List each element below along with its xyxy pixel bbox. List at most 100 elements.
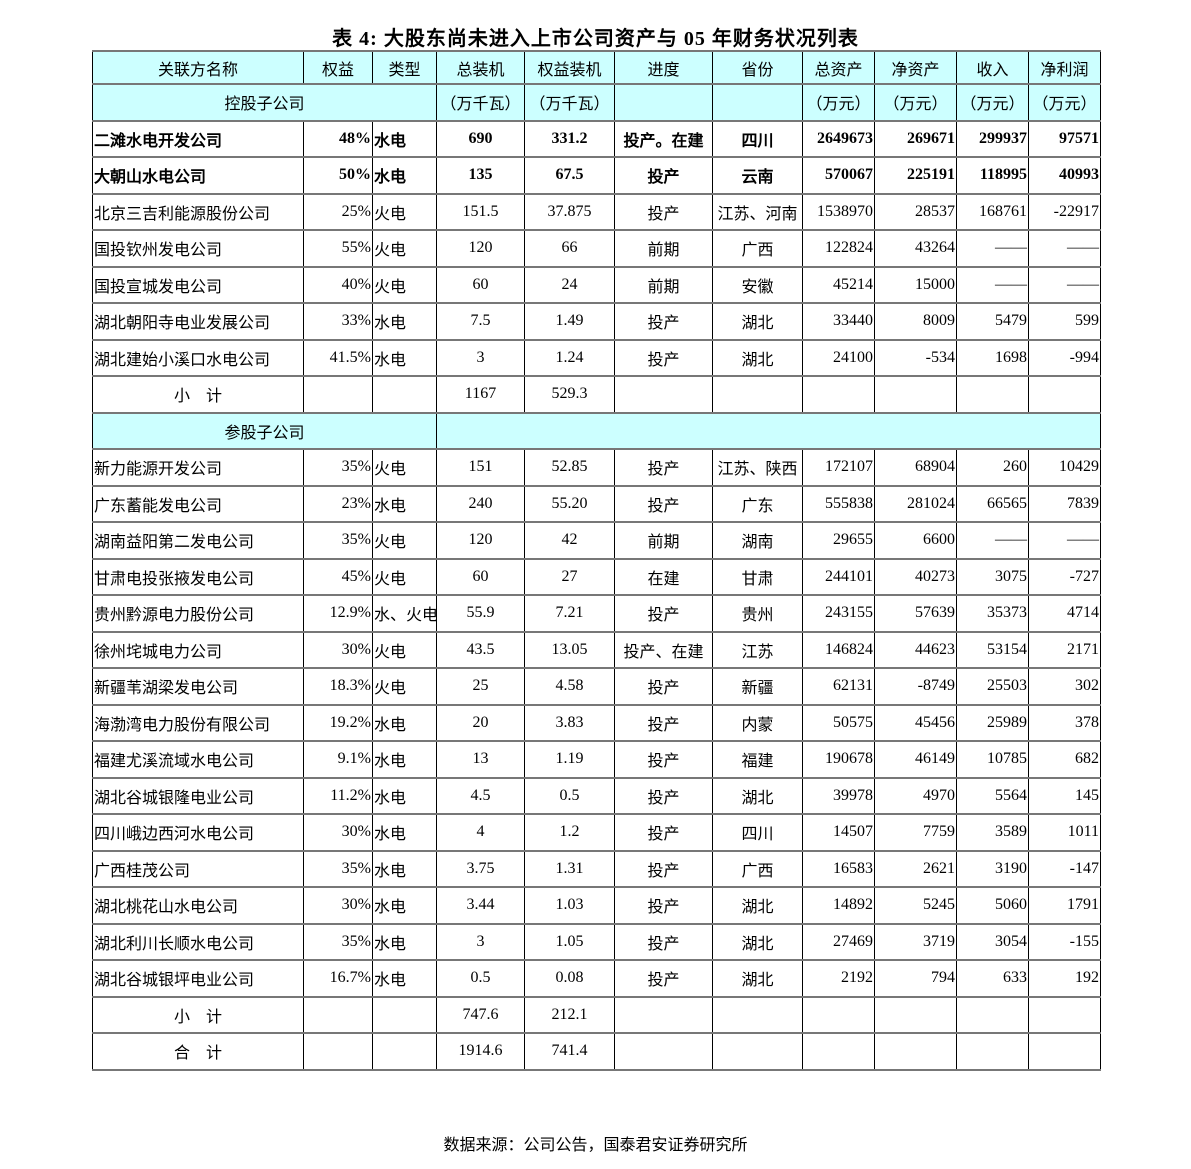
subtotal-row-equity-capacity: 529.3 bbox=[524, 375, 615, 414]
cell-type: 水电 bbox=[372, 156, 437, 195]
empty-cell bbox=[1028, 1032, 1101, 1071]
cell-revenue: 3190 bbox=[956, 849, 1029, 888]
cell-capacity: 240 bbox=[436, 484, 525, 523]
table-row: 贵州黔源电力股份公司 12.9% 水、火电 55.9 7.21 投产 贵州 243155 576… bbox=[92, 594, 1101, 633]
cell-revenue: 25989 bbox=[956, 703, 1029, 742]
cell-equity: 30% bbox=[303, 813, 373, 852]
header-type: 类型 bbox=[372, 50, 437, 85]
cell-net-assets: 5245 bbox=[874, 886, 957, 925]
cell-province: 湖北 bbox=[712, 302, 803, 341]
cell-capacity: 151.5 bbox=[436, 192, 525, 231]
cell-progress: 投产 bbox=[614, 776, 713, 815]
cell-equity-capacity: 1.2 bbox=[524, 813, 615, 852]
cell-net-profit: 192 bbox=[1028, 959, 1101, 998]
cell-net-profit: —— bbox=[1028, 521, 1101, 560]
total-row-label: 合 计 bbox=[92, 1032, 304, 1071]
header-capacity: 总装机 bbox=[436, 50, 525, 85]
cell-net-profit: 7839 bbox=[1028, 484, 1101, 523]
cell-revenue: 5479 bbox=[956, 302, 1029, 341]
empty-cell bbox=[372, 995, 437, 1034]
cell-progress: 投产 bbox=[614, 156, 713, 195]
cell-total-assets: 244101 bbox=[802, 557, 875, 596]
empty-cell bbox=[303, 375, 373, 414]
cell-equity-capacity: 55.20 bbox=[524, 484, 615, 523]
table-row: 湖南益阳第二发电公司 35% 火电 120 42 前期 湖南 29655 6600 —— —— bbox=[92, 521, 1101, 560]
cell-equity-capacity: 1.49 bbox=[524, 302, 615, 341]
cell-type: 火电 bbox=[372, 265, 437, 304]
cell-revenue: —— bbox=[956, 229, 1029, 268]
cell-progress: 投产 bbox=[614, 302, 713, 341]
cell-capacity: 25 bbox=[436, 667, 525, 706]
cell-revenue: 299937 bbox=[956, 119, 1029, 158]
cell-net-assets: 225191 bbox=[874, 156, 957, 195]
cell-equity-capacity: 52.85 bbox=[524, 448, 615, 487]
cell-name: 大朝山水电公司 bbox=[92, 156, 304, 195]
cell-total-assets: 45214 bbox=[802, 265, 875, 304]
cell-revenue: 35373 bbox=[956, 594, 1029, 633]
cell-province: 云南 bbox=[712, 156, 803, 195]
cell-capacity: 4 bbox=[436, 813, 525, 852]
cell-revenue: 5564 bbox=[956, 776, 1029, 815]
cell-type: 水电 bbox=[372, 959, 437, 998]
cell-equity: 12.9% bbox=[303, 594, 373, 633]
cell-name: 湖北桃花山水电公司 bbox=[92, 886, 304, 925]
cell-equity-capacity: 24 bbox=[524, 265, 615, 304]
empty-cell bbox=[303, 1032, 373, 1071]
table-row: 北京三吉利能源股份公司 25% 火电 151.5 37.875 投产 江苏、河南 153897… bbox=[92, 192, 1101, 231]
cell-province: 湖南 bbox=[712, 521, 803, 560]
cell-equity: 48% bbox=[303, 119, 373, 158]
total-row-equity-capacity: 741.4 bbox=[524, 1032, 615, 1071]
cell-revenue: 5060 bbox=[956, 886, 1029, 925]
cell-name: 北京三吉利能源股份公司 bbox=[92, 192, 304, 231]
cell-net-profit: 378 bbox=[1028, 703, 1101, 742]
cell-net-assets: 57639 bbox=[874, 594, 957, 633]
cell-name: 国投钦州发电公司 bbox=[92, 229, 304, 268]
cell-total-assets: 122824 bbox=[802, 229, 875, 268]
cell-progress: 投产、在建 bbox=[614, 630, 713, 669]
cell-equity-capacity: 1.05 bbox=[524, 922, 615, 961]
cell-total-assets: 27469 bbox=[802, 922, 875, 961]
cell-net-profit: -727 bbox=[1028, 557, 1101, 596]
cell-capacity: 3 bbox=[436, 922, 525, 961]
cell-net-profit: 599 bbox=[1028, 302, 1101, 341]
header-revenue: 收入 bbox=[956, 50, 1029, 85]
cell-net-assets: 794 bbox=[874, 959, 957, 998]
cell-name: 广东蓄能发电公司 bbox=[92, 484, 304, 523]
header-total-assets: 总资产 bbox=[802, 50, 875, 85]
cell-net-assets: 40273 bbox=[874, 557, 957, 596]
cell-province: 湖北 bbox=[712, 886, 803, 925]
table-row: 新疆苇湖梁发电公司 18.3% 火电 25 4.58 投产 新疆 62131 -8749 2550… bbox=[92, 667, 1101, 706]
table-row: 徐州垞城电力公司 30% 火电 43.5 13.05 投产、在建 江苏 146824 44623… bbox=[92, 630, 1101, 669]
cell-revenue: 10785 bbox=[956, 740, 1029, 779]
cell-progress: 投产 bbox=[614, 886, 713, 925]
cell-total-assets: 190678 bbox=[802, 740, 875, 779]
header-net-assets: 净资产 bbox=[874, 50, 957, 85]
cell-revenue: 260 bbox=[956, 448, 1029, 487]
cell-net-profit: 4714 bbox=[1028, 594, 1101, 633]
cell-equity-capacity: 1.03 bbox=[524, 886, 615, 925]
cell-type: 水电 bbox=[372, 813, 437, 852]
cell-province: 甘肃 bbox=[712, 557, 803, 596]
cell-net-assets: -534 bbox=[874, 338, 957, 377]
cell-total-assets: 555838 bbox=[802, 484, 875, 523]
cell-net-assets: 45456 bbox=[874, 703, 957, 742]
cell-revenue: —— bbox=[956, 265, 1029, 304]
cell-province: 湖北 bbox=[712, 338, 803, 377]
cell-province: 江苏、陕西 bbox=[712, 448, 803, 487]
cell-name: 福建尤溪流域水电公司 bbox=[92, 740, 304, 779]
cell-name: 贵州黔源电力股份公司 bbox=[92, 594, 304, 633]
cell-net-profit: 97571 bbox=[1028, 119, 1101, 158]
empty-cell bbox=[956, 1032, 1029, 1071]
cell-name: 湖北谷城银坪电业公司 bbox=[92, 959, 304, 998]
unit-revenue: （万元） bbox=[956, 83, 1029, 122]
table-row: 湖北桃花山水电公司 30% 水电 3.44 1.03 投产 湖北 14892 5245 5060 1… bbox=[92, 886, 1101, 925]
table-title: 表 4: 大股东尚未进入上市公司资产与 05 年财务状况列表 bbox=[332, 28, 859, 50]
cell-name: 广西桂茂公司 bbox=[92, 849, 304, 888]
cell-name: 湖北建始小溪口水电公司 bbox=[92, 338, 304, 377]
cell-net-assets: 68904 bbox=[874, 448, 957, 487]
section-label-participated: 参股子公司 bbox=[92, 411, 437, 450]
cell-capacity: 13 bbox=[436, 740, 525, 779]
cell-progress: 投产 bbox=[614, 922, 713, 961]
cell-progress: 前期 bbox=[614, 265, 713, 304]
section-filler bbox=[436, 411, 1101, 450]
